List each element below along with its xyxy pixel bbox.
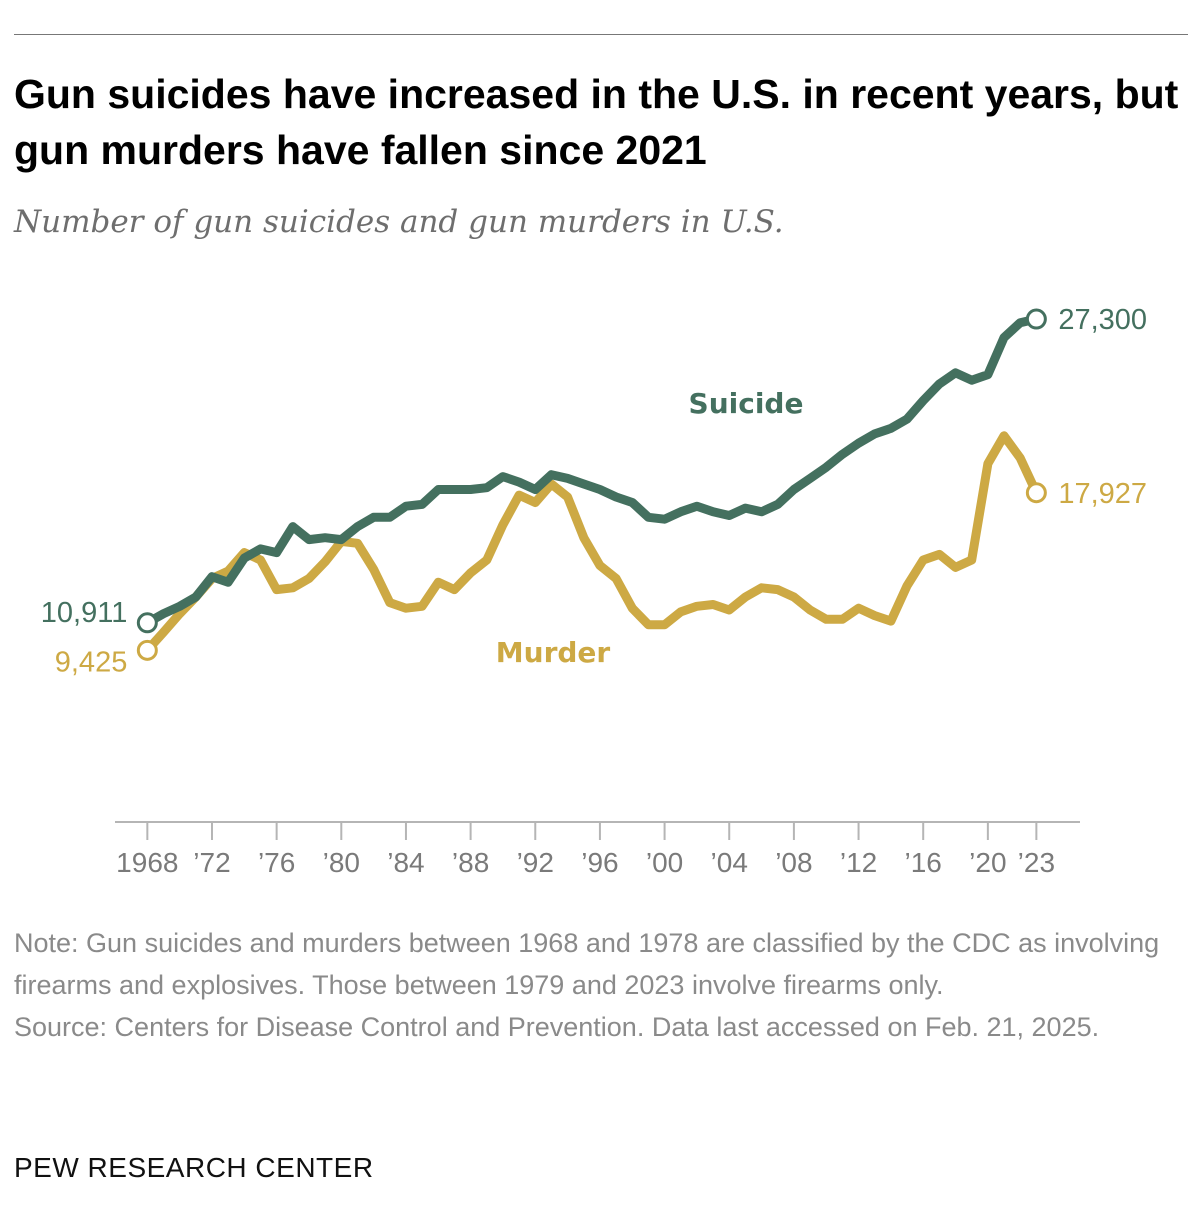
brand-logo-text: PEW RESEARCH CENTER bbox=[14, 1152, 374, 1183]
x-tick-label: ’92 bbox=[517, 847, 554, 878]
x-tick-label: ’04 bbox=[711, 847, 748, 878]
x-tick-label: ’16 bbox=[905, 847, 942, 878]
data-point-end bbox=[1025, 482, 1047, 504]
source-text: Source: Centers for Disease Control and … bbox=[14, 1012, 1100, 1042]
note-text: Note: Gun suicides and murders between 1… bbox=[14, 928, 1160, 1000]
x-tick-label: ’00 bbox=[646, 847, 683, 878]
series-label-murder: Murder bbox=[496, 636, 611, 669]
line-chart: 1968 ’72 ’76 ’80 ’84 ’88 ’92 ’96 ’00 ’04 ’08 ’12 ’16… bbox=[41, 304, 1147, 878]
data-point-end bbox=[1025, 308, 1047, 330]
x-tick-label: ’20 bbox=[969, 847, 1006, 878]
top-rule bbox=[14, 34, 1188, 35]
chart-title: Gun suicides have increased in the U.S. … bbox=[14, 71, 1179, 173]
x-tick-label: ’84 bbox=[387, 847, 424, 878]
x-tick-label: ’72 bbox=[193, 847, 230, 878]
x-tick-label: ’80 bbox=[323, 847, 360, 878]
data-point-start bbox=[136, 639, 158, 661]
data-label-end: 27,300 bbox=[1058, 304, 1147, 336]
x-tick-label: ’88 bbox=[452, 847, 489, 878]
x-tick-label: ’12 bbox=[840, 847, 877, 878]
x-tick-label: ’08 bbox=[775, 847, 812, 878]
series-line-murder bbox=[142, 431, 1041, 655]
series-line-suicide bbox=[142, 314, 1041, 628]
data-label-start: 9,425 bbox=[55, 646, 128, 678]
chart-header: Gun suicides have increased in the U.S. … bbox=[14, 66, 1194, 242]
data-label-end: 17,927 bbox=[1058, 478, 1147, 510]
chart-notes: Note: Gun suicides and murders between 1… bbox=[14, 922, 1184, 1048]
x-tick-label: ’76 bbox=[258, 847, 295, 878]
x-tick-label: ’96 bbox=[581, 847, 618, 878]
series-label-suicide: Suicide bbox=[689, 387, 804, 420]
x-tick-label: 1968 bbox=[116, 847, 178, 878]
data-point-start bbox=[136, 612, 158, 634]
chart-subtitle: Number of gun suicides and gun murders i… bbox=[14, 204, 784, 240]
data-label-start: 10,911 bbox=[41, 597, 128, 629]
x-tick-label: ’23 bbox=[1018, 847, 1055, 878]
